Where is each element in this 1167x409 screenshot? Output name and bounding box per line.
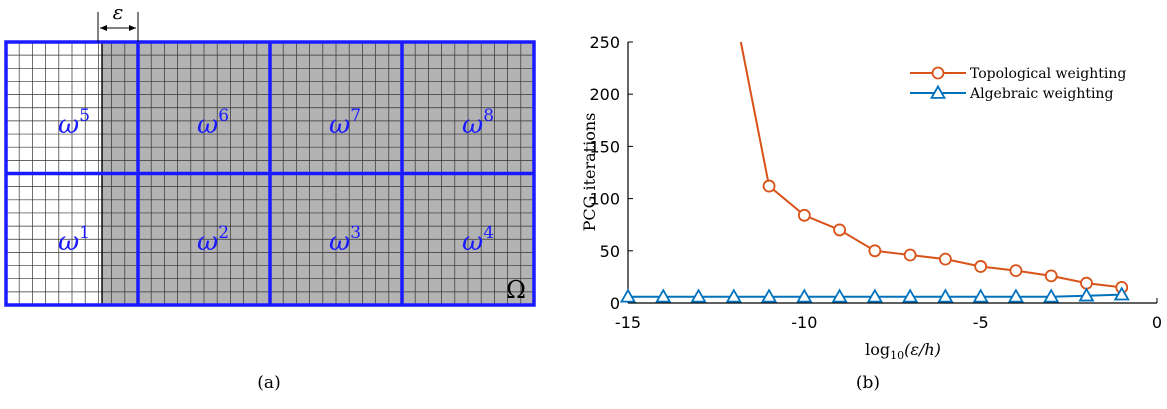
y-axis-label: PCG iterations [580,113,599,232]
subdomain-label-omega1: ω1 [58,223,90,257]
domain-omega-label: Ω [506,276,526,304]
data-point-marker [866,288,883,303]
data-point-marker [725,288,742,303]
iterations-line-chart: 0 50 100 150 200 250 -15 -10 -5 0 Topological wei… [580,33,1162,393]
chart-axes: 0 50 100 150 200 250 -15 -10 -5 0 [589,33,1162,332]
subdomain-label-omega4: ω4 [462,223,494,257]
data-point-marker [974,260,988,273]
data-point-marker [655,288,672,303]
x-tick-label: -15 [615,313,641,332]
legend-marker [929,84,947,99]
data-point-marker [796,288,813,303]
legend-entry: Algebraic weighting [910,84,1113,102]
subdomain-label-omega8: ω8 [462,106,494,140]
data-point-marker [1044,269,1058,283]
data-point-marker [762,179,776,193]
series-algebraic [619,286,1130,303]
data-point-marker [939,252,952,266]
legend-label: Algebraic weighting [969,86,1113,102]
data-point-marker [1080,276,1093,290]
domain-decomposition-diagram: ε ω5 ω6 ω7 ω8 ω1 ω2 ω3 ω4 Ω (a) [4,0,536,393]
data-point-marker [1007,288,1024,303]
subdomain-label-omega7: ω7 [329,106,361,140]
data-point-marker [833,223,846,237]
y-tick-label: 150 [589,137,620,156]
y-tick-label: 0 [610,294,620,313]
chart-legend: Topological weighting Algebraic weighting [910,66,1126,102]
data-point-marker [1009,264,1023,278]
data-point-marker [797,208,811,222]
epsilon-arrow-head-left [100,25,107,31]
subdomain-label-omega6: ω6 [197,106,229,140]
data-point-marker [761,288,778,303]
y-tick-label: 200 [589,85,620,104]
data-point-marker [868,244,882,258]
caption-a: (a) [257,373,280,393]
epsilon-label: ε [113,0,124,24]
legend-marker [931,66,945,80]
data-point-marker [903,248,917,262]
x-tick-label: 0 [1152,313,1162,332]
y-tick-label: 250 [589,33,620,52]
caption-b: (b) [856,373,880,393]
epsilon-arrow-head-right [129,25,136,31]
data-point-marker [1043,288,1060,303]
y-tick-label: 100 [589,190,620,209]
x-axis-label: log10(ε/h) [865,340,941,362]
x-tick-label: -5 [973,313,989,332]
subdomain-boundaries [4,40,536,307]
data-point-marker [937,288,954,303]
data-point-marker [972,288,989,303]
data-point-marker [1078,287,1095,302]
legend-entry: Topological weighting [910,66,1126,82]
chart-series [619,41,1130,303]
legend-label: Topological weighting [970,66,1126,82]
data-point-marker [619,288,637,303]
x-tick-label: -10 [791,313,817,332]
subdomain-label-omega3: ω3 [329,223,361,257]
subdomain-label-omega2: ω2 [197,223,229,257]
y-tick-label: 50 [600,242,620,261]
data-point-marker [831,288,848,303]
subdomain-labels: ω5 ω6 ω7 ω8 ω1 ω2 ω3 ω4 [58,106,494,257]
data-point-marker [690,288,707,303]
data-point-marker [902,288,919,303]
data-point-marker [1113,286,1130,301]
subdomain-label-omega5: ω5 [58,106,90,140]
